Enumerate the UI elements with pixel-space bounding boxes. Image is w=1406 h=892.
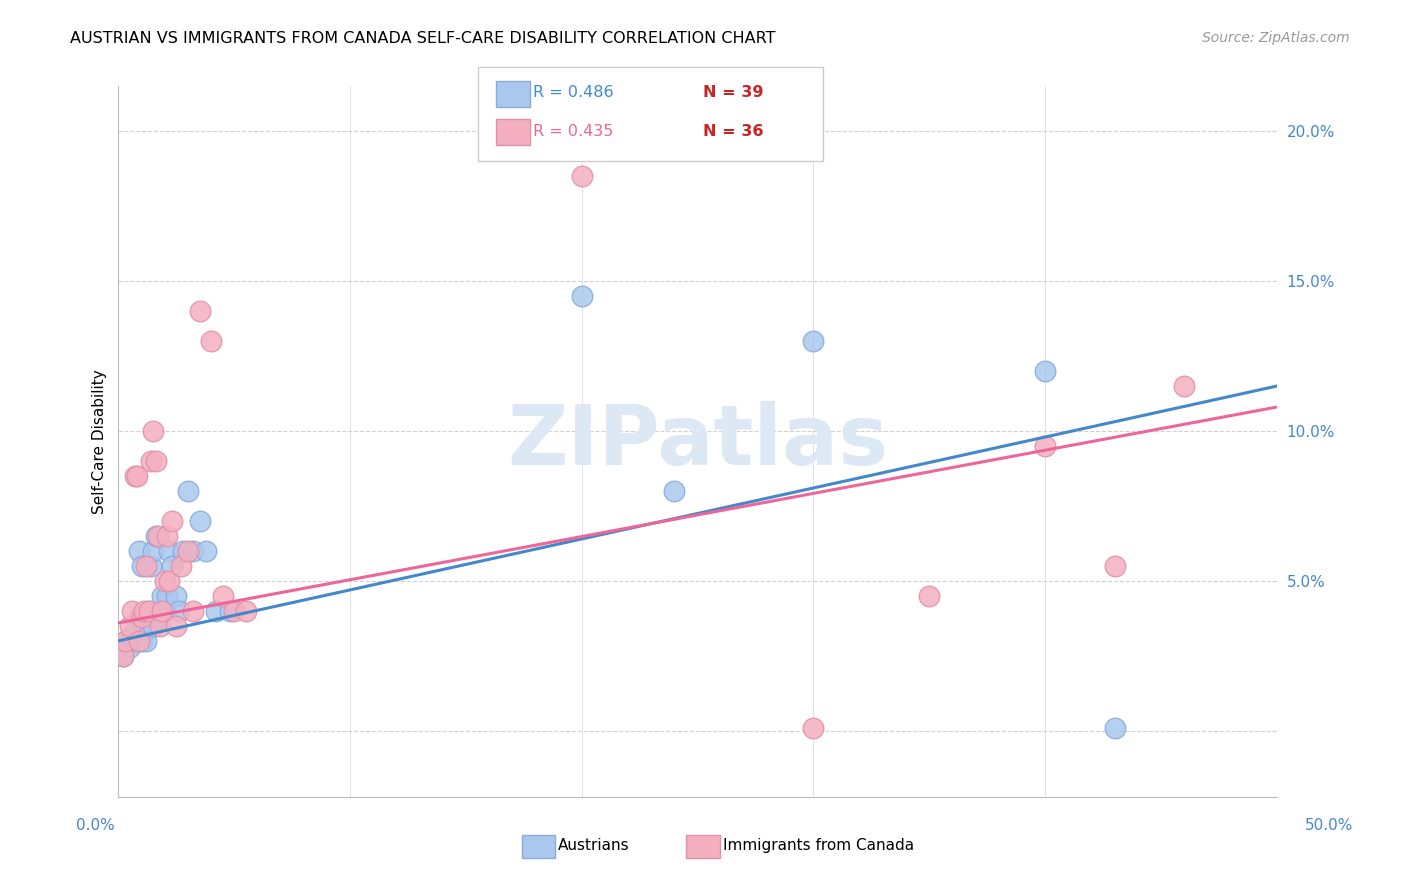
Point: [142, 619, 165, 633]
Point: [124, 633, 146, 648]
Point: [145, 454, 167, 468]
Point: [135, 633, 157, 648]
Point: [218, 604, 240, 618]
Point: [200, 334, 222, 348]
Text: N = 36: N = 36: [703, 124, 763, 138]
Point: [118, 619, 141, 633]
Text: Source: ZipAtlas.com: Source: ZipAtlas.com: [1202, 31, 1350, 45]
Point: [1104, 558, 1126, 573]
Text: N = 39: N = 39: [703, 86, 763, 100]
Point: [118, 640, 141, 654]
Point: [160, 514, 183, 528]
Point: [167, 604, 190, 618]
Point: [170, 558, 193, 573]
Point: [112, 648, 135, 663]
Point: [204, 604, 226, 618]
Point: [145, 529, 167, 543]
Point: [149, 604, 172, 618]
Point: [132, 604, 155, 618]
Point: [1033, 439, 1056, 453]
Point: [139, 558, 162, 573]
Point: [128, 544, 150, 558]
Point: [142, 424, 165, 438]
Point: [165, 589, 187, 603]
Text: 50.0%: 50.0%: [1305, 818, 1353, 832]
Point: [146, 529, 169, 543]
Point: [571, 289, 593, 303]
Point: [177, 483, 200, 498]
Point: [195, 544, 218, 558]
Point: [131, 610, 153, 624]
Text: Austrians: Austrians: [558, 838, 630, 853]
Point: [124, 469, 146, 483]
Point: [125, 469, 148, 483]
Point: [114, 633, 136, 648]
Text: R = 0.486: R = 0.486: [533, 86, 613, 100]
Point: [152, 589, 174, 603]
Point: [132, 619, 155, 633]
Point: [128, 610, 150, 624]
Point: [156, 529, 179, 543]
Point: [135, 558, 157, 573]
Point: [571, 169, 593, 184]
Point: [153, 604, 176, 618]
Point: [803, 721, 825, 735]
Point: [156, 589, 179, 603]
Point: [235, 604, 257, 618]
Text: ZIPatlas: ZIPatlas: [508, 401, 889, 482]
Point: [121, 604, 143, 618]
Point: [157, 574, 180, 588]
Point: [224, 604, 246, 618]
Point: [177, 544, 200, 558]
Point: [160, 558, 183, 573]
Point: [131, 558, 153, 573]
Point: [149, 619, 172, 633]
Point: [152, 604, 174, 618]
Point: [181, 544, 204, 558]
Point: [803, 334, 825, 348]
Point: [121, 628, 143, 642]
Point: [112, 648, 135, 663]
Point: [135, 619, 157, 633]
Point: [1104, 721, 1126, 735]
Point: [153, 574, 176, 588]
Text: R = 0.435: R = 0.435: [533, 124, 613, 138]
Point: [918, 589, 941, 603]
Point: [142, 544, 165, 558]
Point: [128, 633, 150, 648]
Point: [146, 610, 169, 624]
Point: [138, 604, 160, 618]
Point: [131, 633, 153, 648]
Point: [157, 544, 180, 558]
Point: [188, 514, 211, 528]
Point: [125, 619, 148, 633]
Point: [165, 619, 187, 633]
Point: [181, 604, 204, 618]
Y-axis label: Self-Care Disability: Self-Care Disability: [93, 369, 107, 514]
Point: [1173, 379, 1195, 393]
Text: 0.0%: 0.0%: [76, 818, 115, 832]
Point: [188, 304, 211, 318]
Point: [211, 589, 233, 603]
Point: [664, 483, 686, 498]
Point: [1033, 364, 1056, 378]
Point: [139, 454, 162, 468]
Point: [138, 604, 160, 618]
Text: Immigrants from Canada: Immigrants from Canada: [723, 838, 914, 853]
Point: [172, 544, 194, 558]
Text: AUSTRIAN VS IMMIGRANTS FROM CANADA SELF-CARE DISABILITY CORRELATION CHART: AUSTRIAN VS IMMIGRANTS FROM CANADA SELF-…: [70, 31, 776, 46]
Point: [117, 633, 139, 648]
